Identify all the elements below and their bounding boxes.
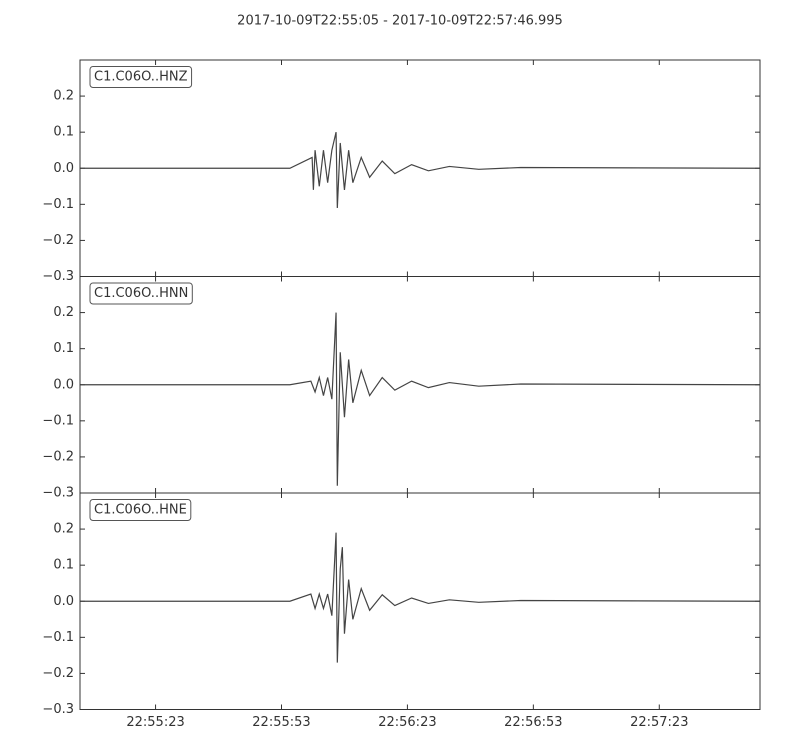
y-tick-label: 0.0 [53,161,74,176]
y-tick-label: 0.2 [53,89,74,104]
y-tick-label: −0.2 [42,233,74,248]
y-tick-label: 0.2 [53,305,74,320]
panel-label: C1.C06O..HNN [94,286,188,301]
x-tick-label: 22:55:53 [252,715,310,730]
y-tick-label: −0.2 [42,449,74,464]
y-tick-label: −0.3 [42,702,74,717]
y-tick-label: −0.1 [42,197,74,212]
y-tick-label: 0.1 [53,125,74,140]
x-tick-label: 22:57:23 [630,715,688,730]
y-tick-label: 0.1 [53,558,74,573]
x-tick-label: 22:55:23 [126,715,184,730]
y-tick-label: 0.0 [53,377,74,392]
y-tick-label: 0.0 [53,594,74,609]
y-tick-label: −0.3 [42,269,74,284]
panel-label: C1.C06O..HNE [94,503,187,518]
panel-label-box [89,66,193,88]
panel-label: C1.C06O..HNZ [94,70,188,85]
y-tick-label: 0.1 [53,341,74,356]
y-tick-label: −0.1 [42,630,74,645]
panel-label-box [89,499,192,521]
trace [80,312,760,486]
trace [80,532,760,663]
y-tick-label: 0.2 [53,522,74,537]
figure-title: 2017-10-09T22:55:05 - 2017-10-09T22:57:4… [237,14,563,29]
x-tick-label: 22:56:53 [504,715,562,730]
y-tick-label: −0.1 [42,413,74,428]
y-tick-label: −0.3 [42,486,74,501]
y-tick-label: −0.2 [42,666,74,681]
panel-frame [79,492,761,710]
trace [80,132,760,208]
panel-label-box [89,282,193,305]
x-tick-label: 22:56:23 [378,715,436,730]
